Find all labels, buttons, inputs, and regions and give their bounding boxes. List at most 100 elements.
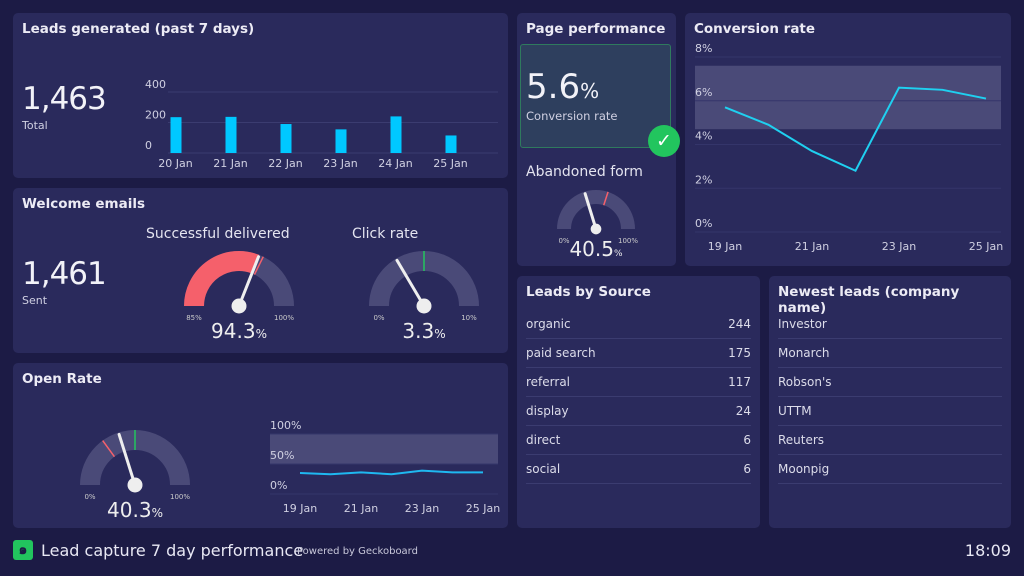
gauge-min: 0% xyxy=(373,314,384,322)
x-tick: 25 Jan xyxy=(969,240,1003,253)
bar xyxy=(445,135,457,153)
company-name: Moonpig xyxy=(778,462,830,476)
x-tick: 21 Jan xyxy=(344,502,378,515)
bar xyxy=(225,116,237,153)
delivered-marker xyxy=(253,256,264,275)
x-tick: 23 Jan xyxy=(323,157,357,170)
gauge-min: 0% xyxy=(84,493,95,501)
lead-row: Investor xyxy=(778,310,1002,339)
y-tick: 8% xyxy=(695,42,712,55)
panel-title: Open Rate xyxy=(22,371,102,387)
panel-title: Welcome emails xyxy=(22,196,146,212)
gauge-max: 100% xyxy=(170,493,190,501)
check-circle-icon: ✓ xyxy=(648,125,680,157)
y-tick: 50% xyxy=(270,449,294,462)
newest-leads-panel: Newest leads (company name) Investor Mona… xyxy=(769,276,1011,528)
source-count: 175 xyxy=(728,346,751,360)
gauge-needle xyxy=(237,255,261,308)
abandoned-label: Abandoned form xyxy=(526,164,643,180)
dashboard-title: Lead capture 7 day performance xyxy=(41,541,304,560)
gauge-min: 0% xyxy=(558,237,569,245)
clock: 18:09 xyxy=(964,541,1011,560)
y-tick: 200 xyxy=(145,109,166,122)
leads-total: 1,463 xyxy=(22,81,107,117)
gauge-min: 85% xyxy=(186,314,202,322)
x-tick: 19 Jan xyxy=(708,240,742,253)
bar xyxy=(390,116,402,153)
panel-title: Leads generated (past 7 days) xyxy=(22,21,255,37)
company-name: UTTM xyxy=(778,404,812,418)
source-row: display 24 xyxy=(526,397,751,426)
panel-title: Page performance xyxy=(526,21,666,37)
y-tick: 2% xyxy=(695,173,712,186)
conversion-unit: % xyxy=(580,79,600,103)
leads-total-label: Total xyxy=(22,119,48,132)
x-tick: 23 Jan xyxy=(405,502,439,515)
gauge-max: 10% xyxy=(461,314,477,322)
click-rate-label: Click rate xyxy=(352,226,419,242)
open-marker xyxy=(102,440,116,458)
gauge-value: 94.3% xyxy=(211,319,267,343)
y-tick: 4% xyxy=(695,130,712,143)
x-tick: 25 Jan xyxy=(433,157,467,170)
conversion-rate-panel: Conversion rate 0% 2% 4% 6% 8% 19 Jan 21 Jan 23… xyxy=(685,13,1011,266)
company-name: Robson's xyxy=(778,375,832,389)
source-name: referral xyxy=(526,375,571,389)
source-row: organic 244 xyxy=(526,310,751,339)
footer: ๑ Lead capture 7 day performance Powered… xyxy=(13,540,1011,564)
lead-row: Reuters xyxy=(778,426,1002,455)
x-tick: 19 Jan xyxy=(283,502,317,515)
company-name: Investor xyxy=(778,317,827,331)
lead-row: UTTM xyxy=(778,397,1002,426)
panel-title: Leads by Source xyxy=(526,284,651,300)
abandoned-gauge: 0% 100%40.5% xyxy=(557,190,638,261)
company-name: Monarch xyxy=(778,346,830,360)
conversion-value: 5.6 xyxy=(526,67,581,107)
bar xyxy=(170,117,182,153)
leads-bar-chart: 0 200 400 20 Jan 21 Jan 22 Jan 23 Jan 24 Jan 25 … xyxy=(145,78,498,170)
lead-row: Moonpig xyxy=(778,455,1002,484)
source-count: 24 xyxy=(735,404,751,418)
open-rate-panel: Open Rate 0% 50% 100% 19 Jan 21 Jan 23 Jan 25 … xyxy=(13,363,508,528)
x-tick: 21 Jan xyxy=(795,240,829,253)
target-band xyxy=(695,65,1001,130)
source-name: direct xyxy=(526,433,561,447)
source-row: direct 6 xyxy=(526,426,751,455)
abandoned-marker xyxy=(603,191,609,206)
gauge-max: 100% xyxy=(274,314,294,322)
source-count: 6 xyxy=(743,462,751,476)
series-line xyxy=(299,469,483,476)
gauge-value: 3.3% xyxy=(402,319,445,343)
x-tick: 23 Jan xyxy=(882,240,916,253)
y-tick: 0% xyxy=(270,479,287,492)
conversion-label: Conversion rate xyxy=(526,109,618,123)
y-tick: 0 xyxy=(145,139,152,152)
emails-sent-label: Sent xyxy=(22,294,48,307)
x-tick: 21 Jan xyxy=(213,157,247,170)
source-name: social xyxy=(526,462,561,476)
leads-panel: Leads generated (past 7 days) 1,463 Tota… xyxy=(13,13,508,178)
abandoned-track xyxy=(557,190,635,230)
y-tick: 400 xyxy=(145,78,166,91)
source-name: paid search xyxy=(526,346,596,360)
source-count: 244 xyxy=(728,317,751,331)
source-name: organic xyxy=(526,317,571,331)
y-tick: 100% xyxy=(270,419,301,432)
source-count: 6 xyxy=(743,433,751,447)
panel-title: Newest leads (company name) xyxy=(778,284,960,316)
welcome-emails-panel: Welcome emails 1,461 Sent Successful del… xyxy=(13,188,508,353)
page-performance-panel: Page performance 5.6% Conversion rate ✓ … xyxy=(517,13,680,266)
x-tick: 20 Jan xyxy=(158,157,192,170)
x-tick: 25 Jan xyxy=(466,502,500,515)
source-count: 117 xyxy=(728,375,751,389)
target-band xyxy=(270,434,498,464)
emails-sent: 1,461 xyxy=(22,256,107,292)
bar xyxy=(280,124,292,153)
powered-by: Powered by Geckoboard xyxy=(297,546,418,557)
y-tick: 6% xyxy=(695,86,712,99)
gauge-value: 40.5% xyxy=(569,237,623,261)
gauge-hub xyxy=(590,223,602,235)
delivered-label: Successful delivered xyxy=(146,226,290,242)
conversion-kpi-box: 5.6% Conversion rate xyxy=(520,44,671,148)
open-rate-gauge: 0% 50% 100% 19 Jan 21 Jan 23 Jan 25 Jan 0% 100% 4… xyxy=(80,419,500,522)
